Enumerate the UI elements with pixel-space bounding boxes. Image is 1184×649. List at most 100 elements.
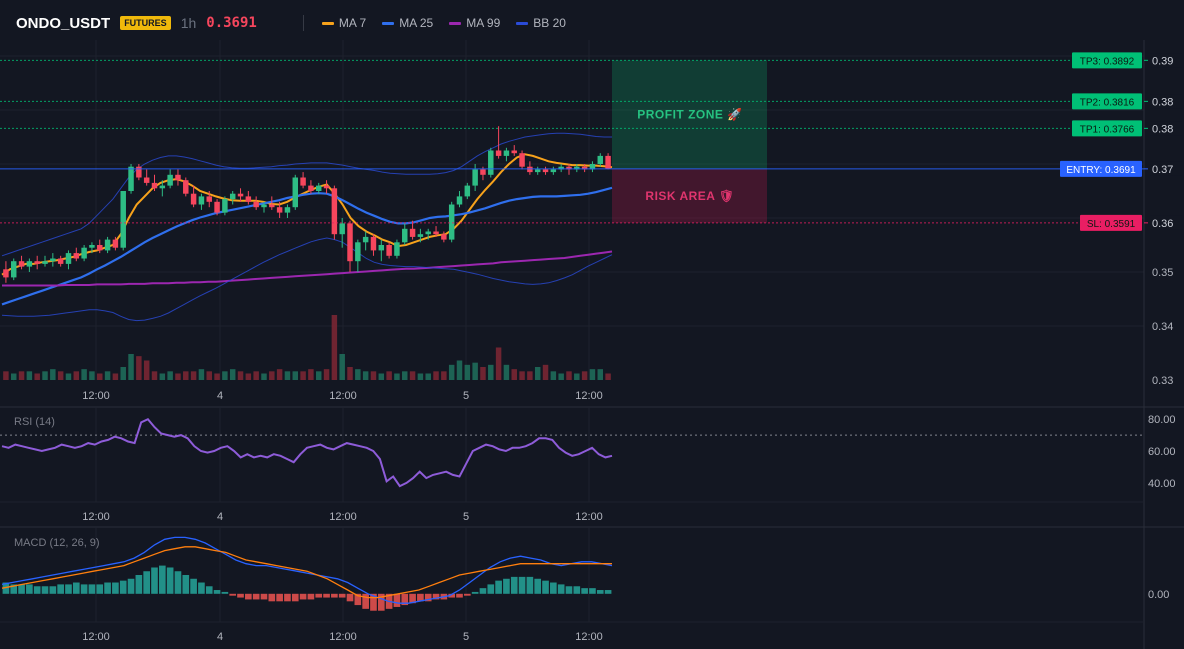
candle-body	[206, 196, 212, 202]
candle-body	[253, 201, 259, 208]
macd-hist-bar	[424, 593, 432, 602]
macd-hist-bar	[409, 593, 416, 604]
macd-hist-bar	[307, 593, 315, 600]
main-grid	[0, 40, 1144, 380]
macd-hist-bar	[260, 593, 268, 600]
macd-hist-bar	[526, 576, 534, 594]
volume-bar	[566, 371, 572, 380]
volume-bar	[3, 371, 9, 380]
volume-bar	[456, 360, 463, 380]
volume-bar	[206, 371, 212, 380]
level-axis-label: 0.36	[1152, 218, 1173, 230]
macd-hist-bar	[10, 584, 18, 594]
volume-bar	[323, 369, 330, 380]
level-label-box	[1072, 93, 1142, 110]
macd-hist-bar	[550, 582, 557, 594]
volume-bar	[394, 373, 400, 380]
candle-body	[245, 196, 252, 202]
candle-body	[42, 261, 48, 264]
macd-hist-bar	[57, 584, 64, 594]
level-label: TP3: 0.3892	[1080, 56, 1135, 67]
legend-bb20[interactable]: BB 20	[516, 16, 566, 30]
macd-hist-bar	[245, 593, 252, 600]
volume-bar	[65, 373, 72, 380]
candle-body	[73, 253, 80, 259]
candle-body	[143, 177, 150, 183]
volume-bar	[89, 371, 95, 380]
volume-bar	[527, 371, 533, 380]
candle-body	[323, 185, 330, 189]
candle-body	[198, 196, 205, 205]
macd-hist-bar	[127, 578, 135, 594]
candle-body	[519, 153, 525, 167]
time-label: 5	[463, 390, 469, 402]
candle-body	[50, 258, 56, 262]
macd-hist-bar	[88, 584, 96, 594]
macd-hist-bar	[581, 588, 588, 594]
volume-bar	[18, 371, 25, 380]
candle-body	[409, 228, 416, 237]
chart-header: ONDO_USDT FUTURES 1h 0.3691 MA 7 MA 25 M…	[16, 12, 572, 34]
macd-hist-bar	[190, 578, 197, 594]
header-divider	[302, 15, 304, 31]
level-label-box	[1080, 214, 1142, 231]
volume-bar	[292, 371, 299, 380]
macd-hist-bar	[487, 584, 495, 594]
candle-body	[550, 169, 557, 173]
volume-bar	[276, 369, 283, 380]
legend-ma99[interactable]: MA 99	[449, 16, 500, 30]
candle-body	[488, 150, 494, 175]
macd-hist-bar	[205, 586, 213, 594]
timeframe-selector[interactable]: 1h	[180, 15, 197, 31]
candle-body	[308, 185, 314, 191]
rsi-line	[1, 417, 613, 488]
candle-body	[10, 261, 17, 278]
macd-hist-bar	[448, 593, 456, 598]
volume-bar	[542, 364, 549, 380]
candles	[3, 126, 611, 283]
macd-hist-bar	[18, 584, 25, 594]
volume-bar	[151, 371, 158, 380]
level-axis-label: 0.38	[1152, 123, 1173, 135]
candle-body	[425, 231, 431, 235]
macd-hist-bar	[362, 593, 369, 609]
candle-body	[120, 191, 126, 248]
macd-hist-bar	[417, 593, 424, 602]
candle-body	[339, 223, 345, 235]
candle-body	[480, 169, 486, 175]
candle-body	[386, 245, 392, 256]
macd-hist-bar	[119, 580, 127, 594]
legend-ma25[interactable]: MA 25	[382, 16, 433, 30]
candle-body	[566, 166, 572, 170]
legend-ma7[interactable]: MA 7	[321, 16, 366, 30]
macd-hist-bar	[346, 593, 354, 602]
symbol-title[interactable]: ONDO_USDT	[16, 14, 111, 32]
macd-hist-bar	[315, 593, 323, 598]
volume-bar	[448, 364, 455, 380]
time-label: 5	[463, 631, 469, 643]
candle-body	[97, 245, 103, 251]
volume-bar	[519, 371, 525, 380]
volume-bar	[378, 373, 385, 380]
candle-body	[605, 155, 611, 169]
macd-hist-bar	[174, 571, 182, 594]
volume-bar	[605, 373, 611, 380]
price-tick: 0.35	[1152, 267, 1173, 279]
time-label: 12:00	[575, 511, 603, 523]
candle-body	[214, 201, 220, 213]
macd-tick: 0.00	[1148, 589, 1169, 601]
volume-bar	[81, 369, 87, 380]
volume-bar	[57, 371, 64, 380]
candle-body	[355, 242, 361, 262]
volume-bar	[339, 354, 345, 380]
volume-bar	[26, 371, 33, 380]
candle-body	[402, 228, 408, 243]
level-label: SL: 0.3591	[1087, 219, 1136, 230]
candle-body	[511, 150, 517, 154]
candle-body	[167, 174, 173, 186]
macd-hist-bar	[276, 593, 283, 602]
level-label: TP1: 0.3766	[1080, 124, 1135, 135]
volume-bars	[3, 315, 611, 380]
volume-bar	[136, 356, 142, 380]
